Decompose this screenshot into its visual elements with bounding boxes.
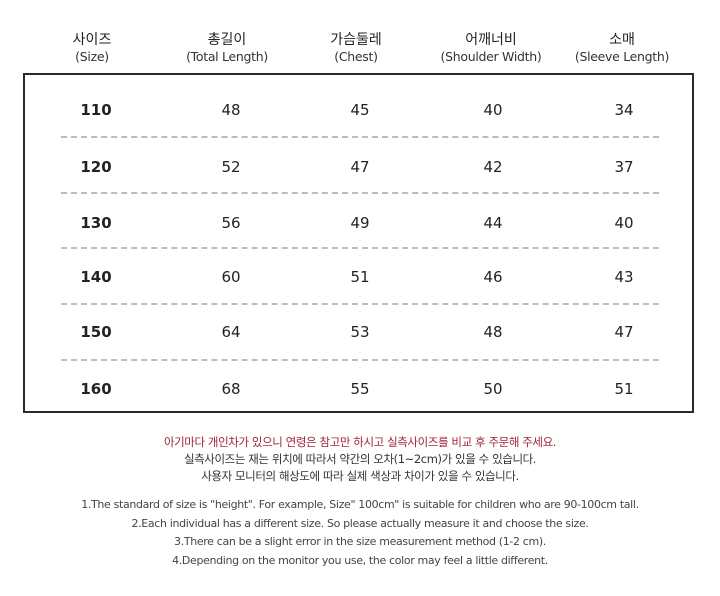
header-chest-en: (Chest) xyxy=(334,49,378,64)
size-table: 110 48 45 40 34 120 52 47 42 37 130 56 4… xyxy=(23,73,694,413)
chest-cell: 47 xyxy=(350,158,370,176)
shoulder-width-cell: 40 xyxy=(483,101,503,119)
header-total-length-en: (Total Length) xyxy=(186,49,268,64)
note-en-2: 2.Each individual has a different size. … xyxy=(131,516,589,530)
sleeve-length-cell: 37 xyxy=(614,158,634,176)
chest-cell: 53 xyxy=(350,323,370,341)
sleeve-length-cell: 51 xyxy=(614,380,634,398)
shoulder-width-cell: 46 xyxy=(483,268,503,286)
row-divider xyxy=(61,192,659,194)
shoulder-width-cell: 44 xyxy=(483,214,503,232)
table-row: 150 64 53 48 47 xyxy=(25,322,692,342)
header-chest: 가슴둘레 (Chest) xyxy=(330,32,382,65)
note-en-4: 4.Depending on the monitor you use, the … xyxy=(172,553,548,567)
sleeve-length-cell: 43 xyxy=(614,268,634,286)
row-divider xyxy=(61,303,659,305)
row-divider xyxy=(61,359,659,361)
shoulder-width-cell: 42 xyxy=(483,158,503,176)
chest-cell: 45 xyxy=(350,101,370,119)
header-shoulder-width-en: (Shoulder Width) xyxy=(440,49,542,64)
english-notes: 1.The standard of size is "height". For … xyxy=(0,496,720,570)
header-sleeve-length-en: (Sleeve Length) xyxy=(574,49,670,64)
table-header: 사이즈 (Size) 총길이 (Total Length) 가슴둘레 (Ches… xyxy=(0,32,720,72)
total-length-cell: 60 xyxy=(221,268,241,286)
row-divider xyxy=(61,136,659,138)
shoulder-width-cell: 48 xyxy=(483,323,503,341)
header-shoulder-width-ko: 어깨너비 xyxy=(465,32,517,48)
sleeve-length-cell: 40 xyxy=(614,214,634,232)
note-en-3: 3.There can be a slight error in the siz… xyxy=(174,535,546,548)
total-length-cell: 64 xyxy=(221,323,241,341)
shoulder-width-cell: 50 xyxy=(483,380,503,398)
chest-cell: 55 xyxy=(350,380,370,398)
total-length-cell: 52 xyxy=(221,158,241,176)
sleeve-length-cell: 34 xyxy=(614,101,634,119)
row-divider xyxy=(61,247,659,249)
chest-cell: 49 xyxy=(350,214,370,232)
header-total-length-ko: 총길이 xyxy=(207,32,247,48)
size-cell: 140 xyxy=(80,268,112,286)
table-row: 160 68 55 50 51 xyxy=(25,379,692,399)
note-ko-age: 아기마다 개인차가 있으니 연령은 참고만 하시고 실측사이즈를 비교 후 주문… xyxy=(163,435,557,449)
size-cell: 110 xyxy=(80,101,112,119)
chest-cell: 51 xyxy=(350,268,370,286)
sleeve-length-cell: 47 xyxy=(614,323,634,341)
size-cell: 160 xyxy=(80,380,112,398)
header-total-length: 총길이 (Total Length) xyxy=(186,32,268,65)
header-chest-ko: 가슴둘레 xyxy=(330,32,382,48)
size-cell: 120 xyxy=(80,158,112,176)
header-shoulder-width: 어깨너비 (Shoulder Width) xyxy=(441,32,542,65)
korean-notes: 아기마다 개인차가 있으니 연령은 참고만 하시고 실측사이즈를 비교 후 주문… xyxy=(0,434,720,485)
total-length-cell: 56 xyxy=(221,214,241,232)
size-cell: 130 xyxy=(80,214,112,232)
total-length-cell: 68 xyxy=(221,380,241,398)
table-row: 140 60 51 46 43 xyxy=(25,267,692,287)
header-size-ko: 사이즈 xyxy=(72,32,112,48)
note-ko-measurement: 실측사이즈는 재는 위치에 따라서 약간의 오차(1~2cm)가 있을 수 있습… xyxy=(183,452,537,466)
table-row: 120 52 47 42 37 xyxy=(25,157,692,177)
total-length-cell: 48 xyxy=(221,101,241,119)
size-cell: 150 xyxy=(80,323,112,341)
note-ko-monitor: 사용자 모니터의 해상도에 따라 실제 색상과 차이가 있을 수 있습니다. xyxy=(201,469,519,483)
table-row: 110 48 45 40 34 xyxy=(25,100,692,120)
note-en-1: 1.The standard of size is "height". For … xyxy=(81,498,639,511)
table-row: 130 56 49 44 40 xyxy=(25,213,692,233)
header-size: 사이즈 (Size) xyxy=(73,32,112,65)
header-sleeve-length: 소매 (Sleeve Length) xyxy=(574,32,670,65)
header-sleeve-length-ko: 소매 xyxy=(609,32,635,48)
header-size-en: (Size) xyxy=(75,49,109,64)
